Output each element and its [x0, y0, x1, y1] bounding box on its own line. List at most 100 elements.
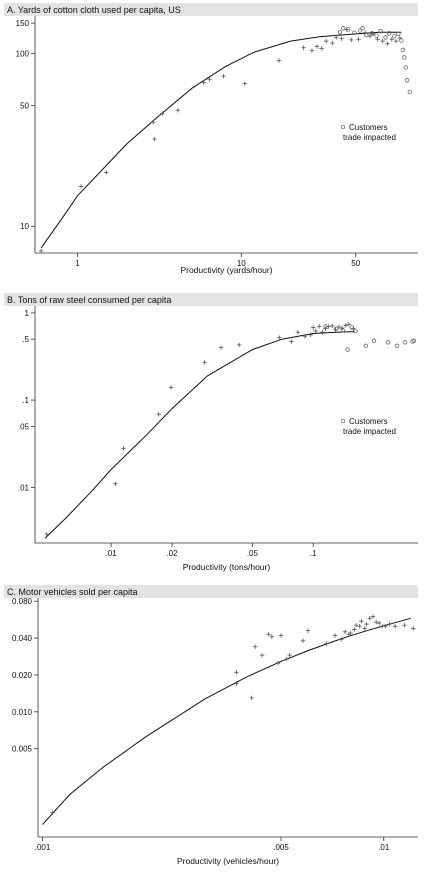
y-tick-label: 0.020 — [12, 671, 33, 680]
fit-curve — [42, 617, 411, 825]
data-point-circle — [345, 347, 350, 352]
data-point-plus — [277, 335, 282, 340]
data-point-plus — [402, 622, 407, 628]
data-point-plus — [221, 73, 226, 79]
data-point-circle — [363, 343, 368, 348]
data-point-plus — [151, 120, 156, 125]
data-point-plus — [275, 660, 281, 666]
data-point-plus — [259, 652, 265, 658]
data-point-plus — [338, 637, 344, 642]
legend-label: Customers — [349, 123, 388, 132]
data-point-plus — [377, 620, 382, 626]
data-point-plus — [323, 326, 328, 331]
data-point-plus — [156, 411, 161, 417]
y-tick-label: .01 — [18, 483, 30, 492]
data-point-plus — [300, 638, 306, 644]
data-point-plus — [411, 626, 416, 631]
y-tick-label: 50 — [20, 102, 29, 111]
x-axis-label: Productivity (vehicles/hour) — [177, 856, 279, 866]
data-point-plus — [346, 322, 352, 327]
data-point-plus — [276, 58, 282, 63]
data-point-plus — [349, 37, 354, 43]
x-tick-label: 1 — [75, 259, 80, 268]
legend-marker — [340, 124, 346, 130]
y-tick-label: 10 — [20, 222, 29, 231]
x-tick-label: 10 — [237, 259, 246, 268]
data-point-plus — [323, 38, 329, 44]
data-point-plus — [308, 332, 313, 338]
data-point-circle — [371, 338, 377, 343]
data-point-circle — [360, 26, 365, 31]
data-point-plus — [202, 360, 207, 365]
data-point-circle — [340, 328, 345, 333]
data-point-circle — [404, 78, 410, 83]
data-point-plus — [152, 136, 157, 142]
data-point-plus — [269, 634, 275, 639]
data-point-circle — [349, 325, 354, 330]
data-point-circle — [383, 35, 388, 40]
data-point-plus — [319, 46, 324, 51]
data-point-plus — [373, 619, 379, 625]
data-point-circle — [364, 32, 369, 38]
data-point-plus — [252, 644, 258, 649]
data-point-plus — [343, 323, 349, 328]
legend-label: trade impacted — [343, 133, 396, 142]
y-tick-label: 0.040 — [12, 634, 33, 643]
data-point-circle — [352, 30, 357, 35]
data-point-plus — [78, 184, 84, 189]
data-point-circle — [353, 328, 358, 334]
data-point-plus — [342, 629, 348, 635]
x-tick-label: 50 — [351, 259, 360, 268]
data-point-circle — [346, 27, 351, 32]
chart-a-svg: A. Yards of cotton cloth used per capita… — [4, 3, 418, 275]
fit-curve — [44, 331, 355, 539]
x-tick-label: .02 — [166, 549, 178, 558]
data-point-circle — [386, 340, 391, 345]
data-point-plus — [121, 446, 126, 451]
chart-title: A. Yards of cotton cloth used per capita… — [7, 5, 181, 15]
y-tick-label: .1 — [22, 396, 29, 405]
data-point-plus — [339, 325, 345, 331]
data-point-plus — [383, 624, 388, 629]
y-tick-label: 0.005 — [12, 745, 33, 754]
x-axis-label: Productivity (tons/hour) — [183, 562, 271, 572]
title-bar — [4, 3, 418, 16]
x-tick-label: .01 — [378, 843, 390, 852]
data-point-plus — [301, 45, 306, 50]
data-point-plus — [362, 626, 368, 631]
data-point-plus — [38, 248, 44, 254]
data-point-plus — [266, 632, 271, 637]
data-point-circle — [394, 343, 400, 348]
data-point-plus — [314, 44, 320, 49]
data-point-plus — [104, 170, 109, 175]
x-tick-label: .05 — [247, 549, 259, 558]
title-bar — [4, 585, 418, 598]
data-point-plus — [289, 339, 294, 344]
legend-label: Customers — [349, 417, 388, 426]
data-point-plus — [333, 327, 338, 333]
data-point-plus — [356, 37, 361, 42]
data-point-plus — [218, 345, 224, 350]
data-point-plus — [316, 324, 322, 329]
data-point-circle — [402, 55, 407, 60]
chart-title: B. Tons of raw steel consumed per capita — [7, 295, 171, 305]
data-point-plus — [393, 38, 399, 44]
data-point-plus — [370, 614, 376, 619]
data-point-plus — [113, 481, 118, 486]
panel-a: A. Yards of cotton cloth used per capita… — [0, 0, 424, 282]
data-point-plus — [348, 630, 353, 636]
fit-curve — [40, 31, 402, 249]
panel-c: C. Motor vehicles sold per capita 0.080 0.… — [0, 582, 424, 872]
data-point-plus — [329, 323, 335, 329]
data-point-plus — [359, 618, 364, 624]
data-point-plus — [392, 624, 398, 629]
data-point-plus — [313, 328, 319, 334]
data-point-circle — [387, 31, 392, 36]
data-point-circle — [399, 38, 404, 43]
chart-b-svg: B. Tons of raw steel consumed per capita… — [4, 293, 418, 572]
data-point-plus — [242, 81, 247, 86]
y-tick-label: 0.010 — [12, 708, 33, 717]
data-point-plus — [234, 681, 239, 686]
data-point-plus — [389, 37, 394, 42]
data-point-plus — [302, 334, 308, 339]
